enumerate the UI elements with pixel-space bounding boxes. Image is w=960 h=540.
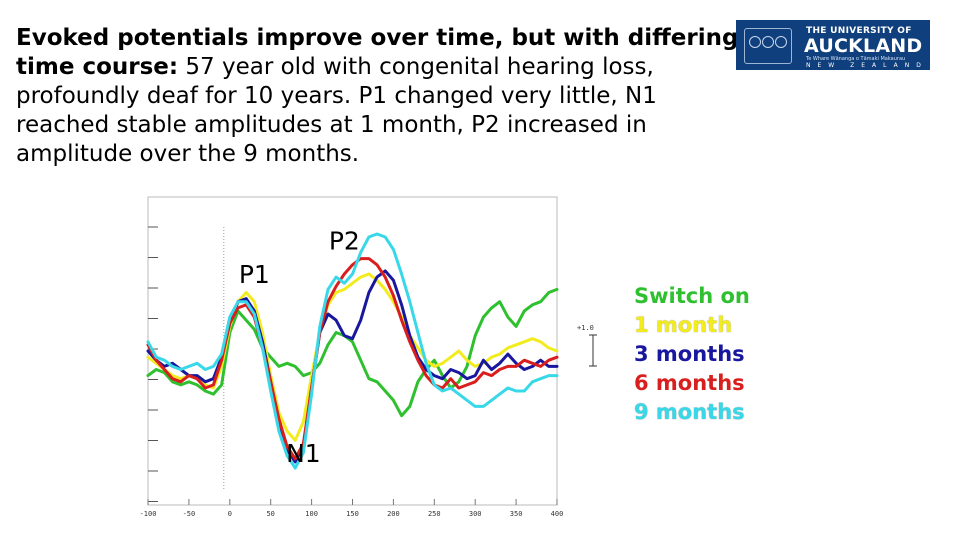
x-tick-label: 100	[305, 510, 318, 518]
annotation-p2: P2	[329, 226, 360, 255]
x-tick-label: 300	[469, 510, 482, 518]
scale-bar: +1.0	[577, 324, 597, 367]
headline-rest: 57 year old with congenital hearing loss…	[16, 54, 657, 167]
series-layer	[146, 232, 559, 470]
annotation-n1: N1	[286, 439, 321, 468]
x-tick-label: -100	[140, 510, 157, 518]
crest-icon	[744, 28, 792, 64]
legend-entry-2: 3 months	[634, 342, 745, 366]
x-tick-label: 150	[346, 510, 359, 518]
logo-line-2: AUCKLAND	[804, 35, 923, 57]
slide-headline: Evoked potentials improve over time, but…	[16, 24, 746, 169]
legend-entry-4: 9 months	[634, 400, 745, 424]
legend: Switch on 1 month 3 months 6 months 9 months	[634, 282, 750, 427]
x-tick-labels: -100 -50 0 50 100 150 200 250 300 350 400	[140, 499, 564, 518]
x-tick-label: 200	[387, 510, 400, 518]
series-line-0	[146, 287, 559, 418]
series-line-3	[146, 257, 559, 461]
peak-annotations: P1 P2 N1	[239, 226, 360, 468]
x-tick-label: -50	[183, 510, 196, 518]
legend-entry-0: Switch on	[634, 284, 750, 308]
series-line-2	[146, 269, 559, 464]
logo-line-3: Te Whare Wānanga o Tāmaki Makaurau	[806, 56, 906, 62]
x-tick-label: 0	[228, 510, 232, 518]
university-logo: THE UNIVERSITY OF AUCKLAND Te Whare Wāna…	[736, 20, 930, 70]
legend-entry-1: 1 month	[634, 313, 733, 337]
logo-line-1: THE UNIVERSITY OF	[806, 26, 912, 36]
x-tick-label: 50	[266, 510, 274, 518]
legend-entry-3: 6 months	[634, 371, 745, 395]
logo-line-4: NEW ZEALAND	[806, 62, 928, 69]
x-tick-label: 250	[428, 510, 441, 518]
headline-bold: Evoked potentials improve over time, but…	[16, 25, 739, 80]
x-tick-label: 350	[510, 510, 523, 518]
series-line-4	[146, 232, 559, 470]
scale-bar-label: +1.0	[577, 324, 594, 332]
annotation-p1: P1	[239, 260, 270, 289]
x-tick-label: 400	[551, 510, 564, 518]
series-line-1	[146, 272, 559, 442]
